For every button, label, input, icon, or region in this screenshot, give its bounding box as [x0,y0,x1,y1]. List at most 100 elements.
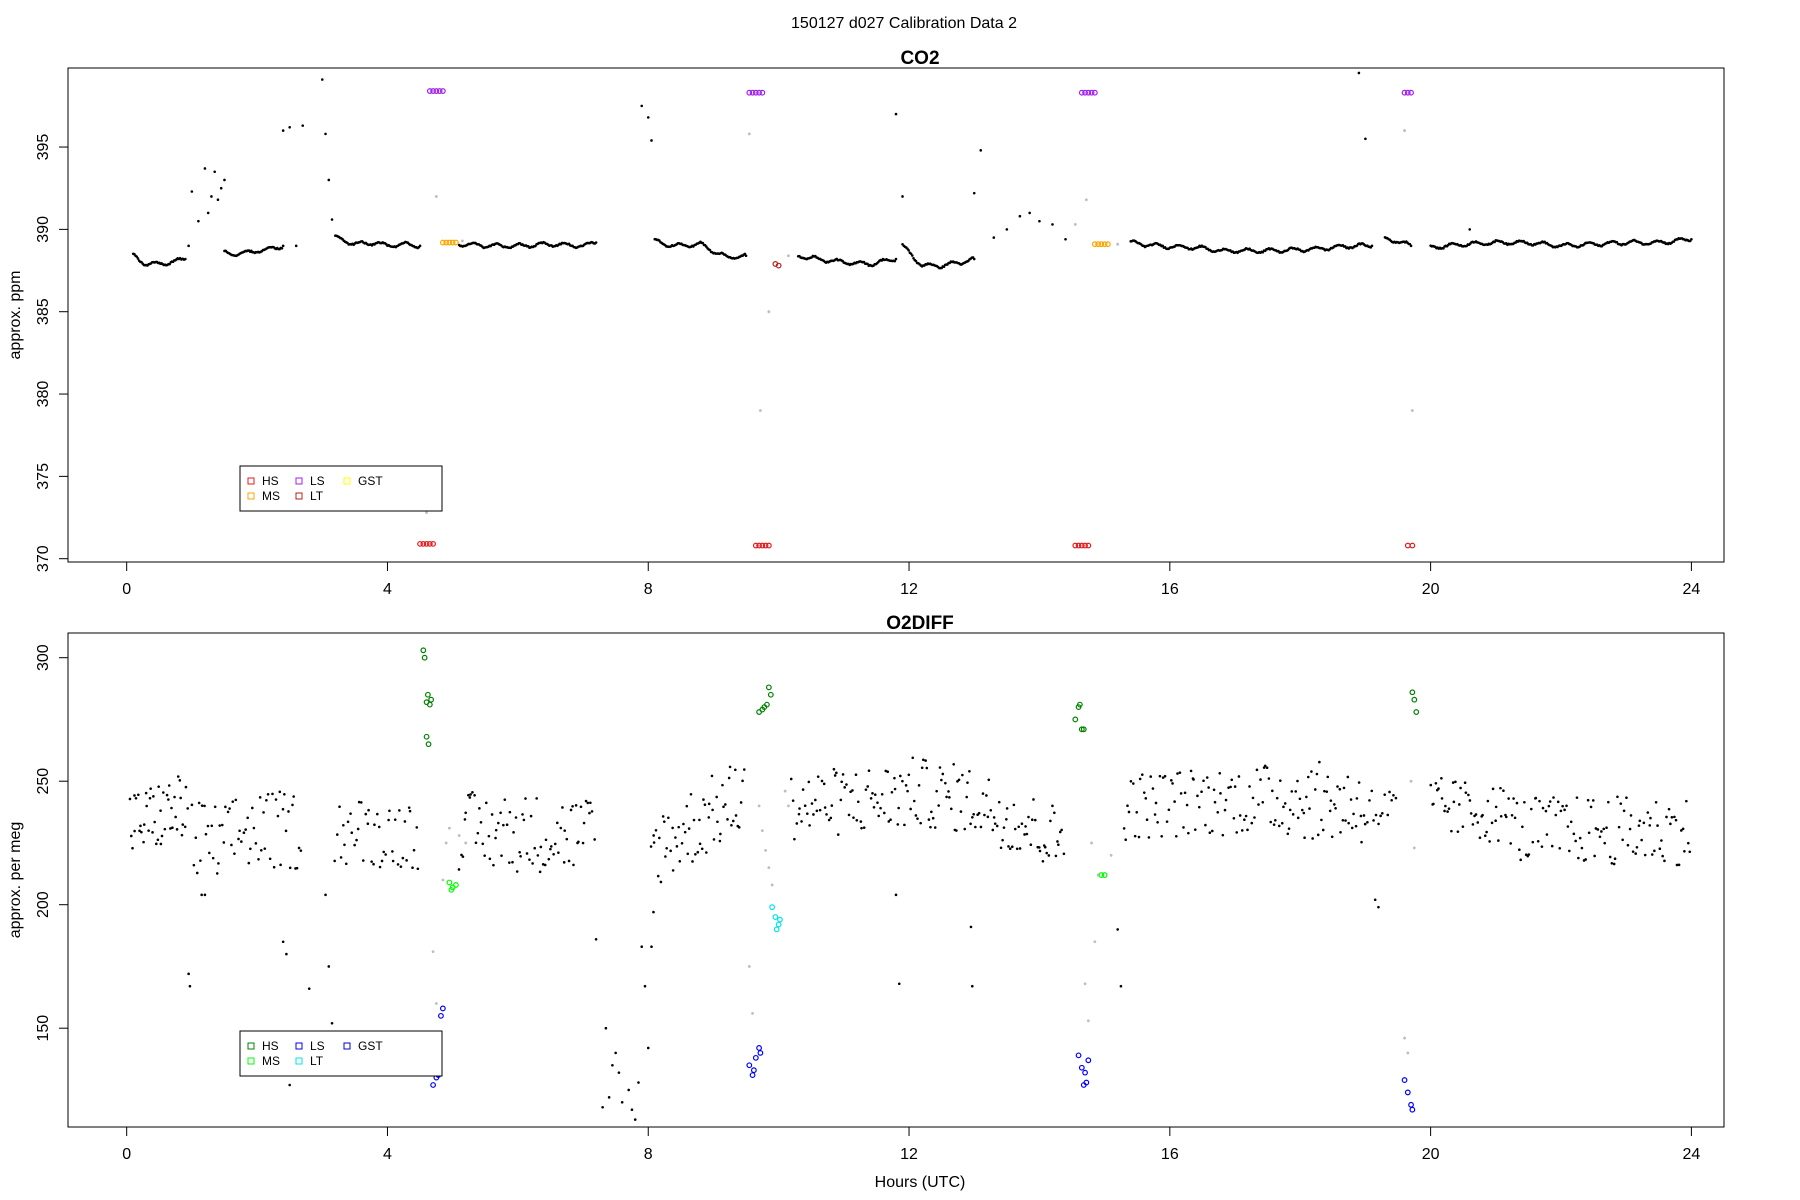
data-point [992,236,996,239]
data-point [247,861,251,865]
data-point [180,833,184,837]
data-point [1622,809,1626,813]
calibration-points [417,88,1416,549]
data-point [213,170,216,174]
data-point [401,856,405,860]
legend-marker-ls [295,1042,303,1050]
data-point [1054,854,1058,858]
data-point [935,789,938,793]
legend-label-gst: GST [358,1039,383,1053]
data-point [511,860,514,864]
data-point [1187,831,1190,835]
data-point [572,863,575,867]
data-point [758,409,762,412]
data-point [464,811,467,815]
data-point [972,257,976,261]
data-point [718,839,722,843]
calibration-point-ls [438,1012,444,1019]
data-point [1690,237,1693,241]
data-point [128,797,132,801]
data-point [1589,805,1593,809]
data-point [1661,854,1664,858]
data-point [1403,1036,1406,1040]
data-point [1683,849,1686,853]
data-point [343,843,346,847]
data-point [528,858,531,861]
data-point [372,862,375,866]
panel-title: O2DIFF [886,613,954,634]
data-point [1047,854,1051,857]
data-point [744,254,748,258]
calibration-point-hs [764,701,770,708]
data-point [222,841,226,844]
data-point [1360,840,1363,844]
data-point [356,827,360,831]
data-point [1300,808,1304,812]
data-point [1656,824,1659,827]
data-point [1410,409,1414,412]
calibration-point-hs [426,701,433,708]
data-point [1377,905,1380,909]
data-point [1043,845,1047,849]
data-point [1616,795,1619,799]
data-point [734,814,738,817]
data-point [832,767,836,771]
data-point [138,829,141,833]
data-point [204,832,208,836]
calibration-point-hs [426,540,433,547]
data-point [938,766,942,769]
data-point [142,823,146,826]
data-point [1342,786,1346,790]
data-point [1204,823,1207,827]
data-point [181,823,185,826]
data-point [154,842,158,846]
data-point [1083,982,1087,986]
data-point [153,820,156,824]
data-point [667,816,670,820]
data-point [897,806,900,810]
data-point [378,865,382,869]
data-point [1196,794,1199,798]
data-point [829,816,833,820]
plot-frame [67,632,1725,1128]
data-point [974,825,977,829]
data-point [1218,771,1222,775]
data-point [1012,803,1016,807]
data-point [1617,825,1621,829]
data-point [586,801,590,805]
data-point [787,804,790,808]
calibration-point-ls [1404,1089,1411,1096]
data-point [1394,796,1398,800]
data-point [1305,795,1308,799]
data-point [1028,211,1031,215]
legend-marker-ms [247,1057,255,1065]
data-point [820,779,824,783]
page-title: 150127 d027 Calibration Data 2 [791,15,1017,32]
data-point [675,845,679,848]
data-point [194,836,198,840]
data-point [210,824,214,828]
data-point [1154,801,1158,805]
calibration-point-hs [1072,716,1079,723]
data-point [208,851,211,855]
ambient-points [131,71,1693,514]
data-point [505,823,509,827]
data-point [1265,766,1269,770]
data-point [1370,789,1374,793]
data-point [1272,823,1276,826]
calibration-point-ls [1408,1101,1414,1108]
data-point [223,178,226,182]
data-point [1058,830,1062,834]
data-point [1294,790,1298,793]
data-point [478,807,481,810]
data-point [1229,785,1232,789]
data-point [652,834,655,837]
data-point [1629,814,1633,817]
data-point [403,820,407,823]
data-point [1274,819,1277,822]
data-point [827,818,831,822]
calibration-point-ms [1098,872,1105,878]
data-point [897,982,901,986]
data-point [487,834,491,838]
legend: HS LS GST MS LT [239,465,443,512]
